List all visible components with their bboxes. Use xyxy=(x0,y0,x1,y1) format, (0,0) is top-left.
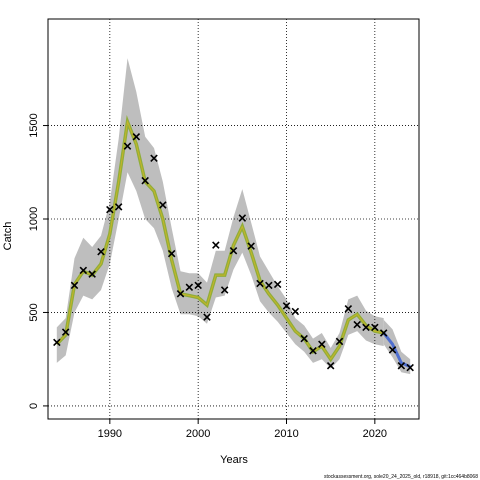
observed-point xyxy=(203,313,211,321)
observed-point xyxy=(70,281,79,290)
y-tick-label: 1500 xyxy=(28,113,40,137)
observed-point xyxy=(194,281,202,290)
x-tick-label: 1990 xyxy=(98,428,122,440)
observed-point xyxy=(265,281,273,290)
fit-confidence-band xyxy=(56,58,384,369)
observed-point xyxy=(238,214,247,222)
observed-point xyxy=(247,242,255,250)
x-axis-title: Years xyxy=(220,454,248,466)
observed-point xyxy=(88,270,96,278)
confidence-band xyxy=(56,58,411,375)
y-tick-label: 0 xyxy=(28,403,40,409)
observed-point xyxy=(114,203,123,211)
y-tick-label: 500 xyxy=(28,303,40,321)
y-axis-title: Catch xyxy=(2,222,14,251)
observed-point xyxy=(97,247,105,256)
observed-point xyxy=(371,323,379,332)
observed-point xyxy=(150,154,158,163)
observed-point xyxy=(406,363,414,372)
observed-point xyxy=(212,241,220,249)
observed-point xyxy=(335,337,344,346)
observed-points xyxy=(53,132,414,372)
observed-point xyxy=(291,307,300,316)
observed-point xyxy=(282,302,291,310)
fit-lines xyxy=(55,115,411,369)
forecast-confidence-band xyxy=(383,319,411,375)
observed-point xyxy=(300,334,308,343)
observed-point xyxy=(220,286,229,294)
x-tick-label: 2020 xyxy=(363,428,387,440)
observed-point xyxy=(123,142,132,150)
observed-point xyxy=(353,320,361,329)
observed-point xyxy=(388,346,397,354)
observed-point xyxy=(185,283,194,291)
observed-point xyxy=(309,347,317,355)
observed-point xyxy=(159,201,167,209)
observed-point xyxy=(106,205,114,214)
observed-point xyxy=(362,323,370,332)
observed-point xyxy=(53,338,61,347)
observed-point xyxy=(167,249,176,258)
observed-point xyxy=(397,361,406,370)
observed-point xyxy=(141,176,149,185)
x-tick-label: 2010 xyxy=(274,428,298,440)
observed-point xyxy=(176,290,185,298)
observed-point xyxy=(379,329,388,337)
observed-point xyxy=(273,280,282,289)
footer-credit: stockassessment.org, sole20_24_2025_old,… xyxy=(324,474,478,480)
observed-point xyxy=(61,328,70,336)
observed-point xyxy=(132,132,141,141)
observed-point xyxy=(318,340,326,348)
observed-point xyxy=(344,304,353,313)
observed-point xyxy=(229,247,238,255)
observed-point xyxy=(79,266,88,275)
y-tick-label: 1000 xyxy=(28,207,40,231)
x-tick-label: 2000 xyxy=(186,428,210,440)
fit-line-center xyxy=(56,119,384,361)
observed-point xyxy=(256,279,264,288)
axes: 1990 2000 2010 2020 0 500 1000 1500 xyxy=(28,18,420,440)
observed-point xyxy=(326,361,335,370)
forecast-line xyxy=(382,332,411,369)
